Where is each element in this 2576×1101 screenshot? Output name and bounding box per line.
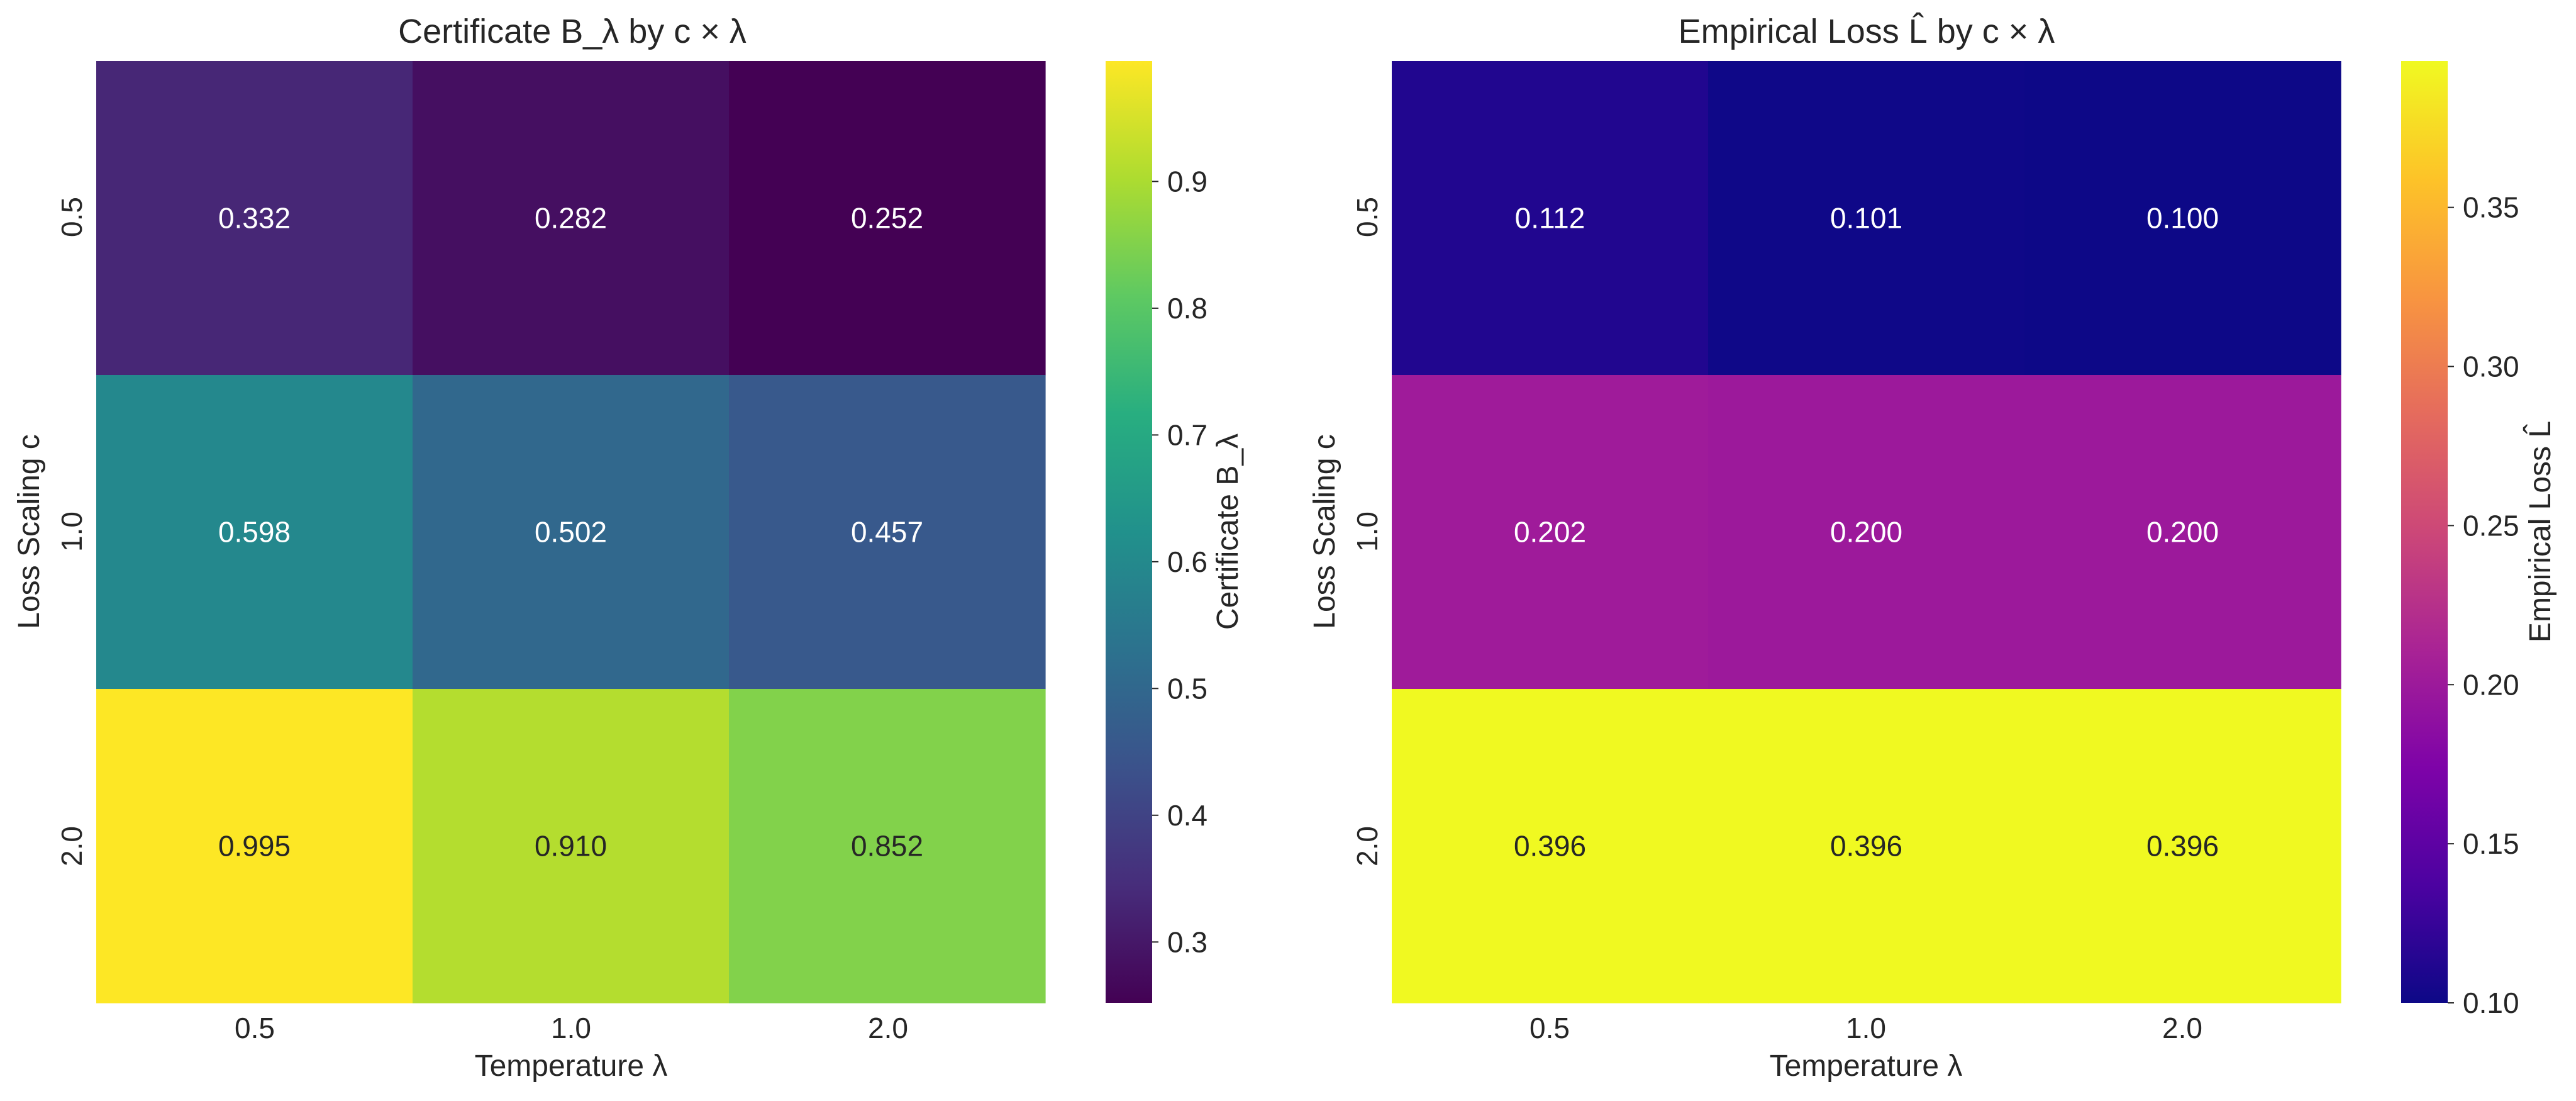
heatmap-cell: [2024, 689, 2341, 1003]
y-axis-label: Loss Scaling c: [13, 434, 46, 629]
cell-value-label: 0.101: [1830, 202, 1902, 235]
y-axis-label: Loss Scaling c: [1308, 434, 1341, 629]
x-tick-label: 2.0: [2162, 1012, 2202, 1044]
heatmap-cell: [729, 61, 1046, 376]
x-tick-label: 0.5: [235, 1012, 275, 1044]
cell-value-label: 0.457: [851, 516, 923, 549]
cell-value-label: 0.112: [1515, 202, 1585, 235]
heatmap-cell: [413, 689, 730, 1003]
y-tick-label: 0.5: [55, 197, 88, 237]
x-tick-labels: 0.5 1.0 2.0: [235, 1012, 908, 1044]
cell-value-label: 0.598: [218, 516, 291, 549]
colorbar-tick-label: 0.25: [2463, 509, 2519, 542]
colorbar-tick-label: 0.5: [1167, 672, 1208, 705]
colorbar-label: Certificate B_λ: [1211, 433, 1245, 630]
chart-title: Empirical Loss L̂ by c × λ: [1679, 12, 2055, 50]
heatmap-cell: [2024, 375, 2341, 690]
heatmap-cell: [413, 61, 730, 376]
y-tick-label: 2.0: [55, 826, 88, 866]
colorbar-tick-label: 0.15: [2463, 827, 2519, 860]
colorbar-tick-label: 0.35: [2463, 191, 2519, 224]
heatmap-panel-empirical-loss: Empirical Loss L̂ by c × λ 0.112 0.101 0.1…: [1308, 12, 2557, 1083]
heatmap-cell: [1708, 61, 2025, 376]
cell-value-label: 0.502: [535, 516, 607, 549]
colorbar-ticks: 0.3 0.4 0.5 0.6 0.7 0.8 0.9: [1152, 165, 1208, 958]
heatmap-cells: [1392, 61, 2341, 1003]
cell-value-label: 0.332: [218, 202, 291, 235]
heatmap-cell: [96, 375, 413, 690]
colorbar: [1106, 61, 1152, 1003]
colorbar-label: Empirical Loss L̂: [2523, 421, 2557, 642]
x-axis-label: Temperature λ: [475, 1049, 668, 1083]
heatmap-cell: [96, 61, 413, 376]
cell-value-label: 0.282: [535, 202, 607, 235]
colorbar-tick-label: 0.9: [1167, 165, 1208, 198]
heatmap-cell: [729, 689, 1046, 1003]
x-tick-label: 0.5: [1530, 1012, 1570, 1044]
x-tick-label: 1.0: [1846, 1012, 1886, 1044]
colorbar-tick-label: 0.20: [2463, 668, 2519, 701]
heatmap-cells: [96, 61, 1046, 1003]
y-tick-label: 1.0: [55, 511, 88, 552]
cell-value-label: 0.396: [1514, 830, 1586, 863]
colorbar-tick-label: 0.7: [1167, 418, 1208, 451]
heatmap-cell: [1708, 689, 2025, 1003]
y-tick-label: 0.5: [1351, 197, 1384, 237]
cell-value-label: 0.200: [1830, 516, 1902, 549]
heatmap-cell: [96, 689, 413, 1003]
colorbar-tick-label: 0.3: [1167, 925, 1208, 958]
cell-value-label: 0.100: [2146, 202, 2219, 235]
heatmap-cell: [413, 375, 730, 690]
colorbar-tick-label: 0.30: [2463, 350, 2519, 383]
cell-labels: 0.112 0.101 0.100 0.202 0.200 0.200 0.396 0.396…: [1514, 202, 2219, 863]
heatmap-cell: [1392, 689, 1709, 1003]
x-tick-label: 2.0: [868, 1012, 908, 1044]
colorbar: [2401, 61, 2448, 1003]
colorbar-ticks: 0.10 0.15 0.20 0.25 0.30 0.35: [2448, 191, 2519, 1019]
cell-value-label: 0.252: [851, 202, 923, 235]
cell-value-label: 0.852: [851, 830, 923, 863]
y-tick-label: 1.0: [1351, 511, 1384, 552]
x-tick-label: 1.0: [551, 1012, 591, 1044]
cell-value-label: 0.995: [218, 830, 291, 863]
heatmap-cell: [729, 375, 1046, 690]
cell-value-label: 0.396: [1830, 830, 1902, 863]
y-tick-labels: 0.5 1.0 2.0: [1351, 197, 1384, 866]
heatmap-cell: [1708, 375, 2025, 690]
cell-labels: 0.332 0.282 0.252 0.598 0.502 0.457 0.995 0.910…: [218, 202, 923, 863]
heatmap-cell: [1392, 375, 1709, 690]
heatmap-cell: [2024, 61, 2341, 376]
heatmap-cell: [1392, 61, 1709, 376]
colorbar-tick-label: 0.6: [1167, 545, 1208, 578]
cell-value-label: 0.396: [2146, 830, 2219, 863]
colorbar-tick-label: 0.8: [1167, 292, 1208, 325]
heatmap-panel-certificate: Certificate B_λ by c × λ 0.332 0.282 0.252…: [13, 13, 1245, 1083]
cell-value-label: 0.910: [535, 830, 607, 863]
y-tick-labels: 0.5 1.0 2.0: [55, 197, 88, 866]
x-tick-labels: 0.5 1.0 2.0: [1530, 1012, 2202, 1044]
colorbar-tick-label: 0.4: [1167, 799, 1208, 832]
y-tick-label: 2.0: [1351, 826, 1384, 866]
cell-value-label: 0.200: [2146, 516, 2219, 549]
colorbar-tick-label: 0.10: [2463, 986, 2519, 1019]
x-axis-label: Temperature λ: [1770, 1049, 1963, 1083]
cell-value-label: 0.202: [1514, 516, 1586, 549]
chart-title: Certificate B_λ by c × λ: [398, 13, 747, 50]
